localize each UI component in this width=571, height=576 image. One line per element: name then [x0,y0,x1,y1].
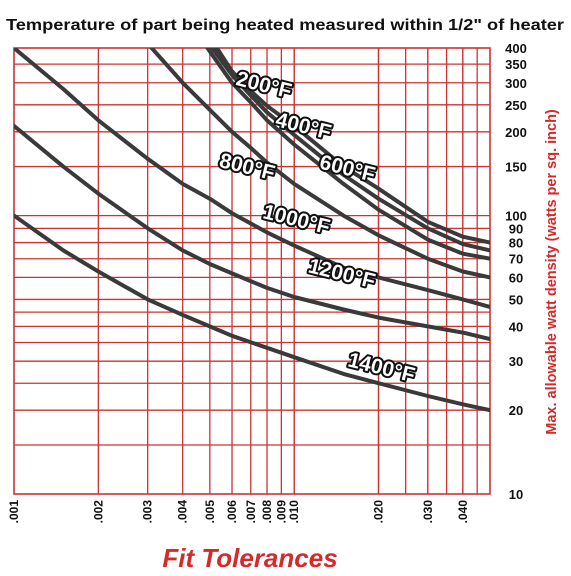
x-tick-label: .004 [176,500,190,524]
x-tick-label: .020 [372,500,386,524]
x-tick-label: .006 [225,500,239,524]
x-tick-label: .030 [421,500,435,524]
y-tick-label: 150 [505,160,527,175]
y-tick-label: 10 [509,487,523,502]
y-tick-label: 200 [505,125,527,140]
y-tick-label: 70 [509,252,523,267]
x-tick-label: .009 [274,500,288,524]
x-tick-label: .001 [7,500,21,524]
grid [13,47,491,495]
plot-frame [13,47,491,495]
x-tick-label: .008 [260,500,274,524]
x-tick-label: .010 [287,500,301,524]
chart-title: Temperature of part being heated measure… [6,17,564,34]
y-tick-label: 300 [505,76,527,91]
curve-200f [214,48,490,245]
curve-label-200f: 200°F [234,67,294,103]
x-tick-label: .007 [244,500,258,524]
x-tick-label: .005 [203,500,217,524]
curve-800f [149,48,490,280]
curve-600f [205,48,490,261]
curve-label-1200f: 1200°F [306,255,378,294]
y-tick-label: 20 [509,403,523,418]
x-tick-labels: .001 .002 .003 .004 .005 .006 .007.008.009.010… [7,500,470,524]
curves [14,48,490,413]
curve-label-800f: 800°F [217,149,277,185]
x-tick-label: .002 [91,500,105,524]
y-tick-label: 30 [509,354,523,369]
x-tick-label: .003 [141,500,155,524]
y-tick-label: 350 [505,57,527,72]
curve-label-400f: 400°F [273,108,333,144]
y-tick-label: 40 [509,319,523,334]
y-tick-label: 80 [509,236,523,251]
curve-400f [210,48,490,253]
y-axis-title: Max. allowable watt density (watts per s… [544,109,560,435]
y-tick-label: 60 [509,270,523,285]
y-tick-label: 90 [509,221,523,236]
curve-label-1400f: 1400°F [346,348,418,387]
x-tick-label: .040 [456,500,470,524]
y-tick-label: 50 [509,292,523,307]
curve-label-600f: 600°F [317,151,377,187]
curve-1400f [14,213,490,413]
x-axis-title: Fit Tolerances [162,543,337,573]
curve-1000f [14,48,490,309]
y-tick-label: 400 [505,41,527,56]
curve-1200f [14,123,490,342]
y-tick-label: 250 [505,98,527,113]
y-tick-label: 100 [505,209,527,224]
